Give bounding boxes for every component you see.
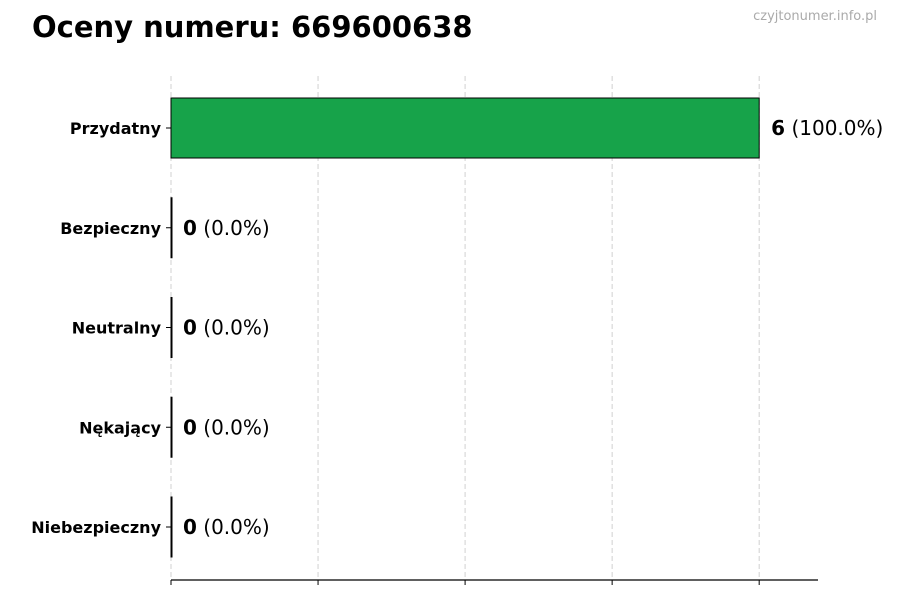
data-label-value: 0 bbox=[183, 216, 197, 240]
category-label: Neutralny bbox=[72, 319, 162, 338]
category-label: Bezpieczny bbox=[60, 219, 161, 238]
data-label-percent: (0.0%) bbox=[197, 415, 270, 439]
data-label: 6 (100.0%) bbox=[771, 116, 883, 140]
data-label-percent: (100.0%) bbox=[785, 116, 883, 140]
bar bbox=[170, 197, 173, 259]
chart-title: Oceny numeru: 669600638 bbox=[32, 10, 473, 44]
bar bbox=[170, 396, 173, 458]
category-label: Niebezpieczny bbox=[31, 518, 161, 537]
data-label-value: 0 bbox=[183, 316, 197, 340]
data-label-value: 6 bbox=[771, 116, 785, 140]
bar bbox=[170, 97, 760, 159]
data-label-value: 0 bbox=[183, 415, 197, 439]
category-label: Nękający bbox=[79, 418, 161, 437]
bar bbox=[170, 496, 173, 558]
data-label-value: 0 bbox=[183, 515, 197, 539]
bar bbox=[170, 297, 173, 358]
category-label: Przydatny bbox=[70, 119, 162, 138]
data-label-percent: (0.0%) bbox=[197, 515, 270, 539]
data-label-percent: (0.0%) bbox=[197, 216, 270, 240]
watermark: czyjtonumer.info.pl bbox=[753, 9, 877, 24]
data-label-percent: (0.0%) bbox=[197, 316, 270, 340]
data-label: 0 (0.0%) bbox=[183, 415, 270, 439]
data-label: 0 (0.0%) bbox=[183, 515, 270, 539]
data-label: 0 (0.0%) bbox=[183, 316, 270, 340]
data-label: 0 (0.0%) bbox=[183, 216, 270, 240]
